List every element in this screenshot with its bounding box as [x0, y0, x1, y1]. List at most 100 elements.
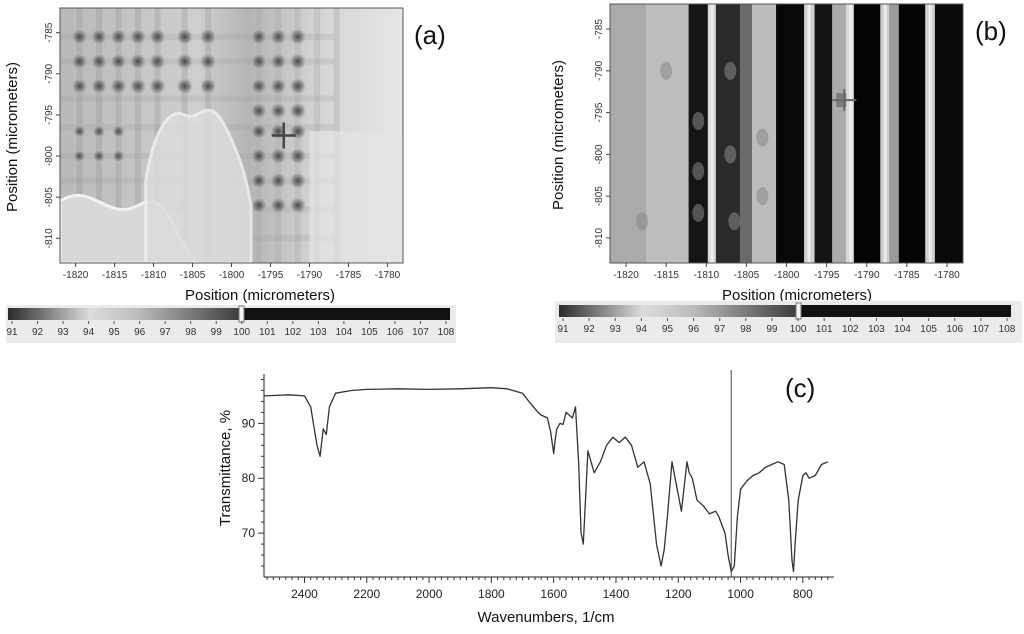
heatmap-spot — [70, 52, 89, 71]
panel-label-a: (a) — [414, 20, 446, 50]
y-tick-label: -805 — [44, 187, 55, 207]
heatmap-spot — [148, 77, 167, 96]
heatmap-spot — [70, 77, 89, 96]
ylabel-b: Position (micrometers) — [550, 60, 567, 210]
x-tick-label: -1815 — [653, 270, 679, 281]
colorbar-a: 91 92 93 94 95 96 97 98 99 100 101 102 103 104 105 106 1… — [6, 305, 456, 343]
heatmap-spot — [89, 52, 108, 71]
heatmap-spot — [109, 52, 128, 71]
heatmap-stripe — [889, 4, 899, 263]
heatmap-spot — [288, 122, 307, 141]
colorbar-tick-label: 106 — [387, 327, 404, 338]
heatmap-spot — [199, 27, 218, 46]
heatmap-stripe — [934, 4, 963, 263]
y-tick-label: -785 — [44, 22, 55, 42]
heatmap-spot — [288, 147, 307, 166]
heatmap-spot — [269, 171, 288, 190]
heatmap-spot — [148, 27, 167, 46]
heatmap-edge — [849, 4, 853, 263]
xlabel-c: Wavenumbers, 1/cm — [478, 609, 615, 626]
y-tick-label: -795 — [594, 102, 605, 122]
xlabel-a: Position (micrometers) — [185, 287, 335, 304]
heatmap-stripe — [814, 4, 833, 263]
panel-label-b: (b) — [975, 16, 1007, 46]
colorbar-tick-label: 99 — [766, 324, 778, 335]
heatmap-spot — [72, 124, 87, 139]
heatmap-band — [134, 8, 141, 263]
x-tick-label: -1780 — [934, 270, 960, 281]
y-tick-label: -800 — [594, 144, 605, 164]
heatmap-spot — [89, 77, 108, 96]
x-tick-label: 1400 — [603, 587, 630, 601]
colorbar-tick-label: 100 — [233, 327, 250, 338]
x-tick-label: -1800 — [219, 270, 245, 281]
x-tick-label: -1795 — [814, 270, 840, 281]
x-tick-label: -1780 — [375, 270, 401, 281]
y-tick-label: -810 — [594, 227, 605, 247]
x-tick-label: -1810 — [141, 270, 167, 281]
xlabel-b: Position (micrometers) — [722, 287, 872, 304]
x-tick-label: -1820 — [63, 270, 89, 281]
heatmap-spot — [249, 171, 268, 190]
colorbar-tick-label: 98 — [185, 327, 197, 338]
heatmap-edge — [807, 4, 811, 263]
heatmap-spot — [249, 122, 268, 141]
heatmap-edge — [710, 4, 714, 263]
x-tick-label: -1810 — [693, 270, 719, 281]
heatmap-spot — [109, 27, 128, 46]
heatmap-spot — [724, 61, 737, 80]
heatmap-spot — [91, 124, 106, 139]
colorbar-tick-label: 105 — [920, 324, 937, 335]
colorbar-tick-label: 101 — [816, 324, 833, 335]
y-tick-label: 90 — [242, 416, 256, 430]
heatmap-spot — [175, 27, 194, 46]
y-tick-label: -790 — [594, 60, 605, 80]
y-tick-label: -810 — [44, 228, 55, 248]
colorbar-tick-label: 96 — [134, 327, 146, 338]
heatmap-contour — [144, 108, 253, 263]
heatmap-stripe — [646, 4, 689, 263]
heatmap-spot — [128, 77, 147, 96]
heatmap-spot — [269, 77, 288, 96]
heatmap-stripe — [688, 4, 708, 263]
colorbar-tick-label: 96 — [688, 324, 700, 335]
x-tick-label: 2000 — [416, 587, 443, 601]
heatmap-edge — [928, 4, 932, 263]
y-tick-label: 80 — [242, 471, 256, 485]
heatmap-spot — [636, 212, 649, 231]
panel-label-c: (c) — [785, 373, 815, 403]
x-tick-label: -1805 — [734, 270, 760, 281]
colorbar-tick-label: 105 — [361, 327, 378, 338]
heatmap-spot — [249, 52, 268, 71]
heatmap-spot — [269, 196, 288, 215]
x-tick-label: 2400 — [291, 587, 318, 601]
x-tick-label: -1805 — [180, 270, 206, 281]
colorbar-tick-label: 102 — [842, 324, 859, 335]
heatmap-spot — [660, 61, 673, 80]
heatmap-spot — [89, 27, 108, 46]
heatmap-spot — [692, 111, 705, 130]
heatmap-spot — [269, 101, 288, 120]
heatmap-spot — [288, 171, 307, 190]
heatmap-spot — [756, 187, 769, 206]
heatmap-edge — [883, 4, 887, 263]
colorbar-tick-label: 91 — [6, 327, 18, 338]
colorbar-tick-label: 108 — [438, 327, 455, 338]
heatmap-band — [60, 33, 335, 40]
colorbar-tick-label: 101 — [259, 327, 276, 338]
heatmap-stripe — [832, 4, 846, 263]
heatmap-spot — [91, 149, 106, 164]
heatmap-spot — [111, 124, 126, 139]
heatmap-band — [60, 58, 335, 65]
heatmap-spot — [724, 145, 737, 164]
heatmap-spot — [249, 147, 268, 166]
heatmap-spot — [72, 149, 87, 164]
colorbar-tick-label: 100 — [790, 324, 807, 335]
spectrum-line — [263, 387, 829, 573]
x-tick-label: -1795 — [258, 270, 284, 281]
x-tick-label: 1200 — [665, 587, 692, 601]
heatmap-spot — [148, 52, 167, 71]
ylabel-a: Position (micrometers) — [4, 62, 21, 212]
y-tick-label: -785 — [594, 19, 605, 39]
x-tick-label: -1785 — [894, 270, 920, 281]
